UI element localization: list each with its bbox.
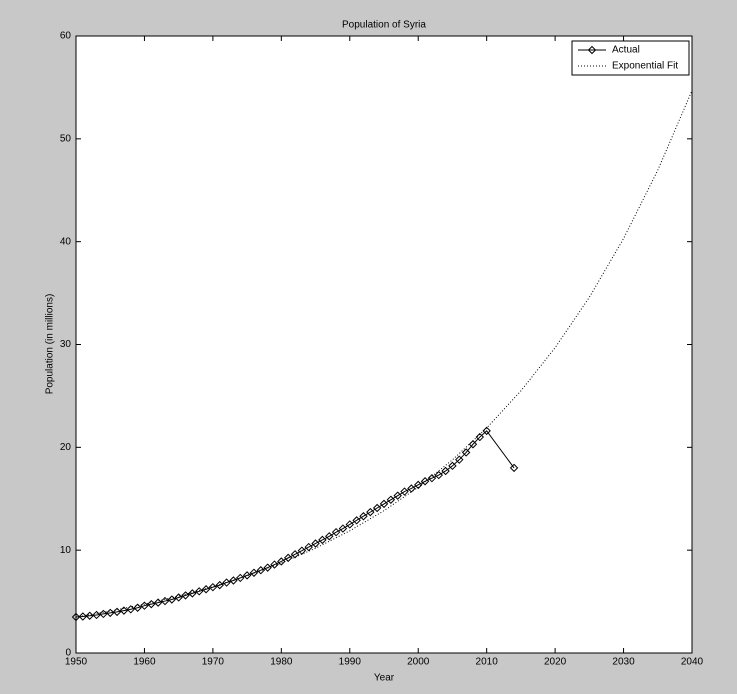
- marker: [71, 612, 81, 622]
- chart-title: Population of Syria: [342, 20, 426, 31]
- y-tick-label: 40: [60, 236, 72, 247]
- legend-label: Actual: [612, 45, 640, 56]
- x-axis-label: Year: [374, 673, 395, 684]
- marker: [277, 557, 286, 566]
- y-tick-label: 50: [60, 133, 72, 144]
- marker: [386, 495, 396, 504]
- marker: [509, 463, 519, 473]
- y-tick-label: 10: [60, 545, 72, 556]
- marker: [297, 546, 307, 555]
- x-tick-label: 1970: [202, 657, 225, 668]
- marker: [85, 611, 94, 620]
- marker: [242, 571, 252, 580]
- marker: [215, 580, 224, 590]
- marker: [482, 426, 491, 436]
- marker: [99, 609, 108, 619]
- marker: [345, 520, 354, 529]
- marker: [112, 607, 122, 617]
- x-tick-label: 1980: [270, 657, 293, 668]
- marker: [414, 480, 423, 490]
- x-tick-label: 1960: [133, 657, 156, 668]
- x-tick-label: 1990: [339, 657, 362, 668]
- marker: [106, 608, 115, 618]
- series-line: [75, 430, 515, 618]
- marker: [167, 595, 177, 604]
- marker: [222, 578, 231, 587]
- marker: [270, 560, 279, 569]
- axes-box: [75, 35, 693, 654]
- marker: [352, 516, 361, 525]
- legend-marker: [587, 45, 597, 55]
- marker: [194, 587, 204, 596]
- marker: [290, 550, 300, 559]
- marker: [455, 455, 464, 464]
- marker: [119, 606, 129, 615]
- y-tick-label: 0: [65, 648, 71, 659]
- marker: [434, 470, 443, 480]
- x-tick-label: 2020: [544, 657, 567, 668]
- x-tick-label: 2000: [407, 657, 430, 668]
- marker: [393, 491, 402, 500]
- marker: [331, 527, 341, 537]
- marker: [229, 576, 238, 585]
- y-tick-label: 20: [60, 442, 72, 453]
- marker: [208, 582, 218, 592]
- marker: [126, 605, 135, 614]
- marker: [400, 487, 409, 496]
- marker: [366, 507, 375, 517]
- marker: [304, 542, 313, 552]
- marker: [249, 568, 259, 577]
- y-axis-label: Population (in millions): [45, 294, 56, 395]
- marker: [188, 589, 197, 598]
- marker: [283, 553, 293, 563]
- marker: [181, 591, 190, 600]
- marker: [133, 603, 142, 612]
- marker: [379, 499, 389, 509]
- marker: [160, 596, 170, 606]
- marker: [311, 539, 320, 548]
- marker: [461, 448, 471, 457]
- marker: [338, 524, 348, 533]
- y-tick-label: 30: [60, 339, 72, 350]
- marker: [359, 512, 368, 521]
- marker: [263, 563, 272, 572]
- x-tick-label: 1950: [65, 657, 88, 668]
- x-tick-label: 2010: [476, 657, 499, 668]
- legend-label: Exponential Fit: [612, 61, 678, 72]
- marker: [441, 466, 450, 476]
- marker: [318, 535, 327, 545]
- y-tick-label: 60: [60, 31, 72, 42]
- marker: [448, 461, 457, 471]
- marker: [140, 601, 149, 610]
- marker: [407, 484, 416, 493]
- x-tick-label: 2030: [612, 657, 635, 668]
- marker: [372, 503, 382, 513]
- x-tick-label: 2040: [681, 657, 704, 668]
- marker: [325, 532, 334, 541]
- marker: [147, 599, 156, 609]
- marker: [256, 566, 266, 575]
- marker: [427, 473, 437, 483]
- marker: [475, 432, 485, 442]
